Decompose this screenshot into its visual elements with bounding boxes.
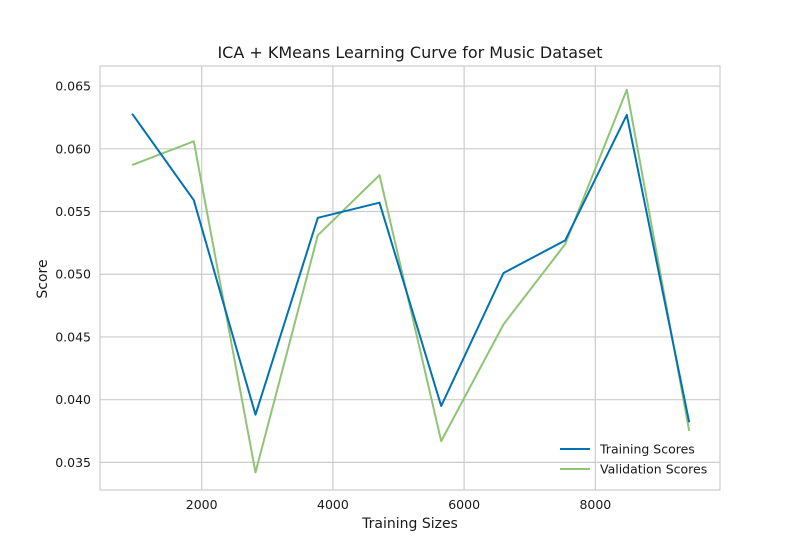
tick-labels: 2000 4000 6000 8000 0.035 0.040 0.045 0.050 0.05…	[55, 79, 611, 512]
y-tick-label: 0.040	[55, 392, 91, 407]
y-tick-label: 0.060	[55, 141, 91, 156]
training-scores-line	[131, 113, 691, 423]
x-tick-label: 2000	[186, 497, 218, 512]
x-axis-label: Training Sizes	[361, 516, 458, 532]
y-tick-label: 0.045	[55, 329, 91, 344]
y-tick-label: 0.065	[55, 79, 91, 94]
series-layer	[131, 88, 691, 474]
training-scores-legend-label: Training Scores	[599, 442, 695, 457]
y-tick-label: 0.055	[55, 204, 91, 219]
x-tick-label: 6000	[448, 497, 480, 512]
validation-scores-legend-label: Validation Scores	[600, 462, 707, 477]
plot-frame	[99, 65, 721, 491]
x-tick-label: 8000	[579, 497, 611, 512]
validation-scores-line	[131, 88, 691, 474]
y-tick-label: 0.035	[55, 455, 91, 470]
chart-title: ICA + KMeans Learning Curve for Music Da…	[217, 43, 602, 62]
x-tick-label: 4000	[317, 497, 349, 512]
y-axis-label: Score	[35, 259, 51, 298]
grid-lines	[100, 66, 720, 490]
y-tick-label: 0.050	[55, 267, 91, 282]
legend: Training Scores Validation Scores	[560, 442, 707, 477]
